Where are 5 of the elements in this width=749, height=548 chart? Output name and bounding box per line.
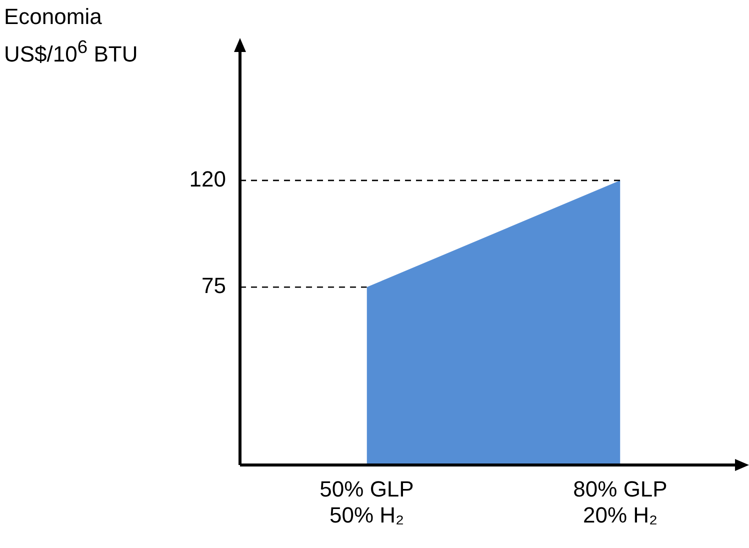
- y-tick-label: 75: [202, 273, 226, 298]
- y-axis-title: Economia US$/10$^{6}$ BTU: [4, 3, 138, 68]
- y-tick-label: 120: [189, 166, 226, 192]
- x-tick-label: 80% GLP 20% H₂: [573, 476, 668, 528]
- x-tick-label: 50% GLP 50% H₂: [320, 476, 414, 528]
